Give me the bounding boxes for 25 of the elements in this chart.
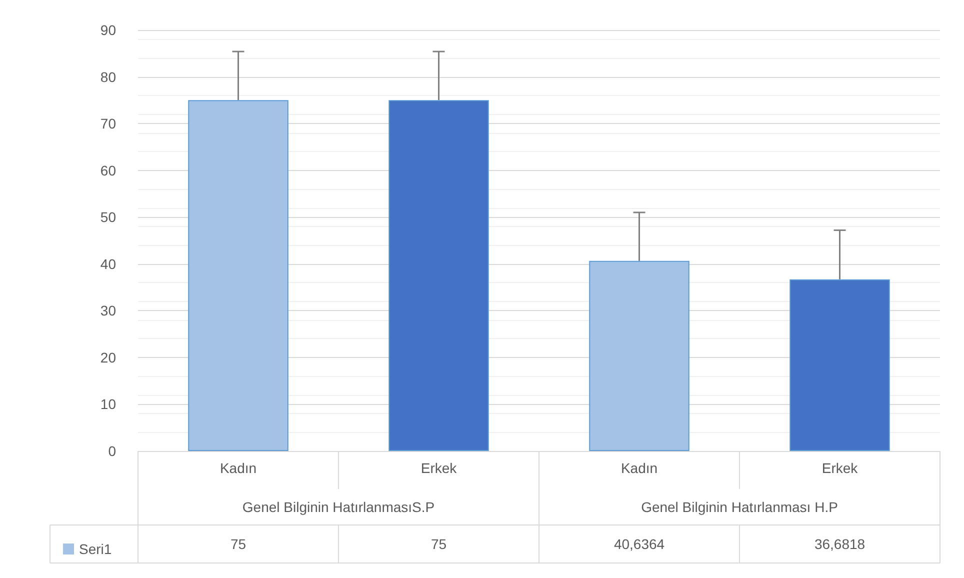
text: Genel Bilginin HatırlanmasıS.P: [242, 499, 435, 515]
data-label: 75: [430, 536, 447, 552]
bar: [188, 100, 288, 451]
x-tick-label: Erkek: [822, 460, 859, 476]
y-tick-label: 70: [100, 116, 116, 132]
y-tick-label: 50: [100, 209, 116, 226]
y-tick-label: 30: [100, 302, 116, 319]
y-tick-label: 60: [100, 162, 116, 178]
y-tick-label: 90: [100, 22, 116, 38]
bar: [589, 260, 690, 451]
legend-label: Seri1: [79, 541, 112, 557]
y-tick-label: 40: [100, 256, 116, 272]
y-tick-label: 80: [100, 68, 116, 85]
x-tick-label: Kadın: [220, 460, 257, 476]
x-tick-label: Kadın: [620, 460, 658, 476]
x-tick-label: Erkek: [420, 460, 458, 476]
text: Genel Bilginin Hatırlanması H.P: [641, 499, 838, 515]
y-tick-label: 20: [100, 349, 116, 366]
data-label: 36,6818: [814, 536, 866, 552]
data-label: 40,6364: [614, 536, 665, 552]
data-label: 75: [230, 536, 246, 552]
bar: [790, 279, 890, 451]
bar: [388, 100, 489, 451]
y-tick-label: 0: [108, 443, 116, 459]
y-tick-label: 10: [100, 396, 116, 412]
